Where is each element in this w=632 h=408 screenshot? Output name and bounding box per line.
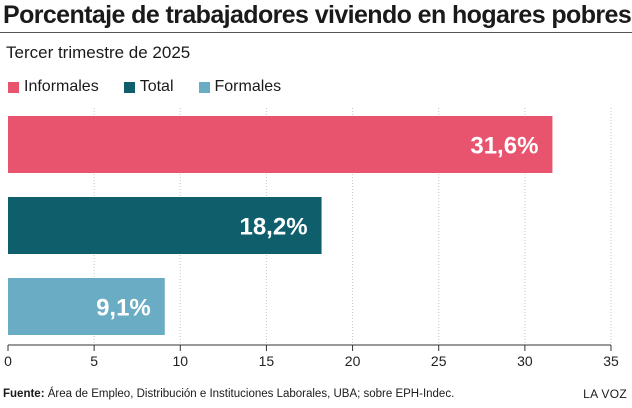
x-tick-label-0: 0	[4, 353, 12, 369]
x-tick-label-25: 25	[431, 353, 447, 369]
source-note: Fuente: Área de Empleo, Distribución e I…	[3, 387, 454, 401]
x-tick-label-5: 5	[90, 353, 98, 369]
x-tick-label-15: 15	[259, 353, 275, 369]
x-tick-label-10: 10	[172, 353, 188, 369]
legend-label-total: Total	[139, 78, 174, 95]
x-tick-label-30: 30	[517, 353, 533, 369]
x-tick-label-20: 20	[345, 353, 361, 369]
legend-item-informales: Informales	[8, 78, 99, 96]
bar-value-label-formales: 9,1%	[96, 295, 151, 322]
legend-item-formales: Formales	[198, 78, 282, 96]
bar-value-label-total: 18,2%	[239, 214, 307, 241]
source-text: Área de Empleo, Distribución e Instituci…	[47, 388, 455, 400]
title-divider	[0, 32, 632, 33]
legend-swatch-formales	[198, 81, 210, 93]
chart-title: Porcentaje de trabajadores viviendo en h…	[3, 1, 632, 29]
legend-label-formales: Formales	[214, 78, 282, 95]
chart-subtitle: Tercer trimestre de 2025	[6, 43, 191, 62]
brand-logo-text: LA VOZ	[583, 387, 627, 401]
legend-swatch-informales	[8, 81, 19, 93]
x-tick-label-35: 35	[603, 353, 619, 369]
source-label: Fuente:	[3, 388, 45, 400]
chart-legend: Informales Total Formales	[8, 77, 306, 97]
bar-value-label-informales: 31,6%	[470, 133, 538, 160]
bar-formales	[8, 278, 165, 335]
legend-label-informales: Informales	[24, 78, 99, 95]
bar-total	[8, 197, 322, 254]
bar-informales	[8, 116, 553, 173]
legend-swatch-total	[123, 81, 135, 93]
legend-item-total: Total	[123, 78, 174, 96]
